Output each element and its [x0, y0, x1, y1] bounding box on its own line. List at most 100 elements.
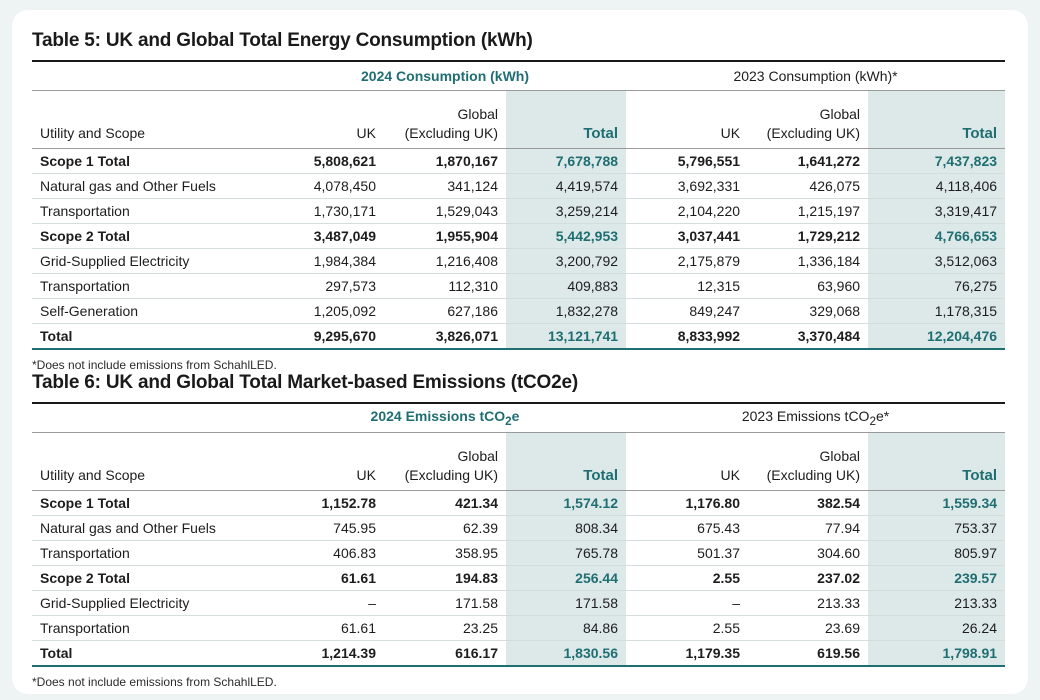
table-cell: 1,730,171 [264, 198, 384, 224]
table-cell: 1,205,092 [264, 298, 384, 324]
row-label: Transportation [32, 540, 264, 566]
table-cell: 1,574.12 [506, 490, 626, 516]
table-cell: 256.44 [506, 565, 626, 591]
table-cell: 23.25 [384, 615, 506, 641]
col-global: Global (Excluding UK) [748, 90, 869, 149]
table-cell: 7,437,823 [868, 148, 1006, 174]
row-label: Transportation [32, 198, 264, 224]
year-2023-header: 2023 Emissions tCO2e* [626, 404, 1006, 433]
col-utility-scope: Utility and Scope [32, 432, 264, 491]
row-label: Scope 2 Total [32, 565, 264, 591]
col-total: Total [506, 90, 627, 149]
table-cell: 1,832,278 [506, 298, 627, 324]
col-uk: UK [626, 90, 749, 149]
year-2023-header: 2023 Consumption (kWh)* [626, 62, 1006, 91]
row-label: Grid-Supplied Electricity [32, 590, 264, 616]
table-cell: 3,487,049 [264, 223, 384, 249]
table-6-body: Scope 1 Total 1,152.78 421.34 1,574.12 1,176… [32, 490, 1006, 667]
col-global: Global (Excluding UK) [748, 432, 868, 491]
row-label: Grid-Supplied Electricity [32, 248, 264, 274]
table-cell: 627,186 [384, 298, 506, 324]
row-label: Scope 1 Total [32, 490, 264, 516]
table-cell: 1,336,184 [748, 248, 869, 274]
col-global: Global (Excluding UK) [384, 432, 506, 491]
report-card: Table 5: UK and Global Total Energy Cons… [12, 10, 1028, 694]
table-cell: 13,121,741 [506, 323, 627, 350]
table-cell: 76,275 [868, 273, 1006, 299]
col-global: Global (Excluding UK) [384, 90, 506, 149]
row-label: Transportation [32, 615, 264, 641]
table-cell: 5,796,551 [626, 148, 749, 174]
row-label: Transportation [32, 273, 264, 299]
year-2024-header: 2024 Consumption (kWh) [264, 62, 627, 91]
table-cell: 1,641,272 [748, 148, 869, 174]
table-cell: 2.55 [626, 615, 748, 641]
table-cell: 1,830.56 [506, 640, 626, 667]
row-label: Natural gas and Other Fuels [32, 173, 264, 199]
table-row: Total 9,295,670 3,826,071 13,121,741 8,833,9… [32, 323, 1006, 350]
table-cell: 1,529,043 [384, 198, 506, 224]
col-utility-scope: Utility and Scope [32, 90, 264, 149]
emissions-table: 2024 Emissions tCO2e 2023 Emissions tCO2… [32, 404, 1006, 667]
table-row: Grid-Supplied Electricity –171.58 171.58–2… [32, 590, 1006, 616]
table-cell: 194.83 [384, 565, 506, 591]
table-cell: 12,204,476 [868, 323, 1006, 350]
table-row: Transportation 297,573 112,310 409,883 12,31… [32, 273, 1006, 299]
table-cell: 171.58 [384, 590, 506, 616]
table-5-footnote: *Does not include emissions from SchahlL… [32, 358, 277, 372]
table-cell: 3,319,417 [868, 198, 1006, 224]
table-cell: 1,152.78 [264, 490, 384, 516]
table-cell: 239.57 [868, 565, 1006, 591]
col-uk: UK [264, 90, 384, 149]
table-cell: 62.39 [384, 515, 506, 541]
table-cell: 1,729,212 [748, 223, 869, 249]
table-cell: – [264, 590, 384, 616]
table-cell: 329,068 [748, 298, 869, 324]
table-cell: 2,104,220 [626, 198, 749, 224]
energy-consumption-table: 2024 Consumption (kWh) 2023 Consumption … [32, 62, 1006, 350]
table-row: Transportation 61.61 23.25 84.86 2.55 23.69 26… [32, 615, 1006, 641]
table-cell: 7,678,788 [506, 148, 627, 174]
table-cell: 9,295,670 [264, 323, 384, 350]
table-row: Scope 1 Total 1,152.78 421.34 1,574.12 1,176… [32, 490, 1006, 516]
row-label: Scope 2 Total [32, 223, 264, 249]
year-2024-header: 2024 Emissions tCO2e [264, 404, 626, 433]
row-label: Natural gas and Other Fuels [32, 515, 264, 541]
table-cell: 1,798.91 [868, 640, 1006, 667]
table-cell: 1,559.34 [868, 490, 1006, 516]
table-cell: 409,883 [506, 273, 627, 299]
table-cell: 61.61 [264, 615, 384, 641]
table-row: Natural gas and Other Fuels 4,078,450 341,… [32, 173, 1006, 199]
table-cell: 3,259,214 [506, 198, 627, 224]
table-cell: 406.83 [264, 540, 384, 566]
table-row: Natural gas and Other Fuels 745.95 62.39 80… [32, 515, 1006, 541]
table-row: Transportation 1,730,171 1,529,043 3,259,21… [32, 198, 1006, 224]
table-cell: 112,310 [384, 273, 506, 299]
table-cell: 4,766,653 [868, 223, 1006, 249]
table-row: Self-Generation 1,205,092 627,186 1,832,278… [32, 298, 1006, 324]
table-cell: 1,214.39 [264, 640, 384, 667]
table-cell: 753.37 [868, 515, 1006, 541]
table-cell: 304.60 [748, 540, 868, 566]
table-cell: 5,808,621 [264, 148, 384, 174]
table-cell: 1,955,904 [384, 223, 506, 249]
table-cell: 3,037,441 [626, 223, 749, 249]
table-cell: 3,370,484 [748, 323, 869, 350]
col-total: Total [868, 432, 1006, 491]
table-cell: 2,175,879 [626, 248, 749, 274]
table-cell: 745.95 [264, 515, 384, 541]
table-cell: 1,870,167 [384, 148, 506, 174]
row-label: Total [32, 323, 264, 350]
table-6: Table 6: UK and Global Total Market-base… [32, 368, 1006, 689]
col-uk: UK [264, 432, 384, 491]
table-row: Scope 2 Total 3,487,049 1,955,904 5,442,953… [32, 223, 1006, 249]
table-cell: 3,692,331 [626, 173, 749, 199]
table-cell: 5,442,953 [506, 223, 627, 249]
table-cell: 237.02 [748, 565, 868, 591]
table-cell: 61.61 [264, 565, 384, 591]
table-cell: 1,178,315 [868, 298, 1006, 324]
col-uk: UK [626, 432, 748, 491]
table-6-footnote: *Does not include emissions from SchahlL… [32, 675, 277, 689]
table-cell: 77.94 [748, 515, 868, 541]
table-cell: – [626, 590, 748, 616]
